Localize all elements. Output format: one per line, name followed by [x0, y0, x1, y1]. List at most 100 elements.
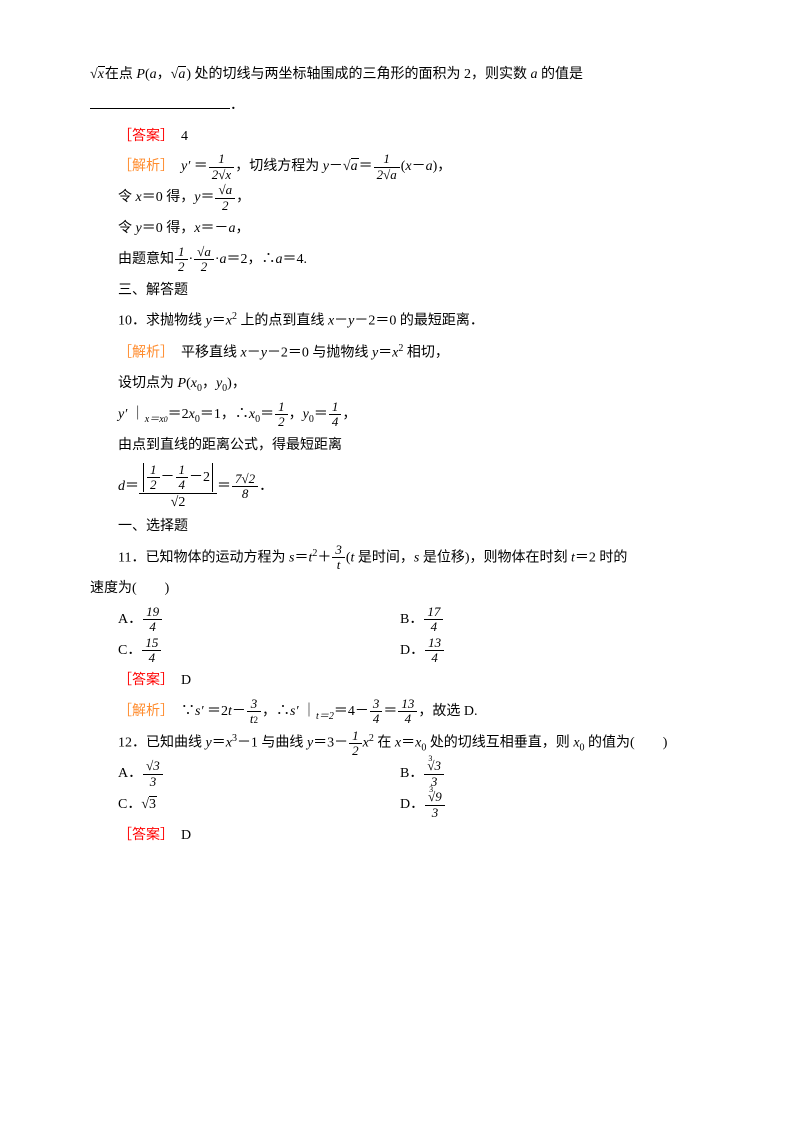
eq: ＝ — [200, 190, 214, 205]
text: 相切， — [403, 346, 449, 361]
q12-choice-d: D．3√93 — [400, 790, 710, 821]
text: ＝3－ — [313, 736, 348, 751]
frac-sqrta-2b: √a2 — [194, 245, 214, 275]
frac-sqrta-2: √a2 — [215, 183, 235, 213]
yprime: y′ — [181, 159, 190, 174]
section-3-header: 三、解答题 — [90, 276, 710, 307]
q12-choices-row2: C．√3 D．3√93 — [90, 790, 710, 821]
text: )， — [433, 159, 452, 174]
analysis-label: ［解析］ — [118, 346, 167, 361]
q11-choices-row1: A．194 B．174 — [90, 605, 710, 636]
text: 是位移)，则物体在时刻 — [419, 550, 571, 565]
text: )， — [227, 376, 246, 391]
text: 在 — [374, 736, 395, 751]
eq: ＝ — [401, 736, 415, 751]
text: 由题意知 — [118, 252, 174, 267]
minus: － — [334, 314, 348, 329]
answer-value: D — [181, 673, 191, 688]
q9-answer: ［答案］ 4 — [90, 122, 710, 153]
frac-1-2sqrtx: 12√x — [209, 152, 234, 182]
num: 17 — [424, 605, 443, 620]
text: 12．已知曲线 — [118, 736, 206, 751]
q11-choice-b: B．174 — [400, 605, 710, 636]
num: 19 — [143, 605, 162, 620]
frac-7sqrt2-8: 7√28 — [232, 472, 258, 502]
q12-choices-row1: A．√33 B．3√33 — [90, 759, 710, 790]
q10-analysis-2: 设切点为 P(x0，y0)， — [90, 369, 710, 400]
text: 10．求抛物线 — [118, 314, 206, 329]
opt-label: A． — [118, 766, 142, 781]
var-a: a — [150, 67, 157, 82]
eq: ＝ — [212, 736, 226, 751]
frac-half-c: 12 — [349, 729, 362, 759]
comma: ， — [202, 376, 216, 391]
answer-value: 4 — [181, 129, 188, 144]
eq: ＝ — [212, 314, 226, 329]
frac-half: 12 — [175, 245, 188, 275]
plus: ＋ — [317, 550, 331, 565]
q11-analysis: ［解析］ ∵s′ ＝2t－3t2，∴s′ ｜t＝2＝4－34＝134，故选 D. — [90, 697, 710, 728]
var-a: a — [531, 67, 538, 82]
period: ． — [259, 479, 273, 494]
q12-stem: 12．已知曲线 y＝x3－1 与曲线 y＝3－12x2 在 x＝x0 处的切线互… — [90, 728, 710, 759]
text: ＝4. — [282, 252, 307, 267]
q9-let-x0: 令 x＝0 得，y＝√a2， — [90, 183, 710, 214]
text: －2＝0 的最短距离． — [354, 314, 484, 329]
answer-value: D — [181, 828, 191, 843]
q10-analysis-5: d＝12－14－2√2＝7√28． — [90, 462, 710, 512]
opt-label: D． — [400, 643, 424, 658]
q12-choice-b: B．3√33 — [400, 759, 710, 790]
text: －2＝0 与抛物线 — [267, 346, 372, 361]
q12-answer: ［答案］ D — [90, 821, 710, 852]
q10-stem: 10．求抛物线 y＝x2 上的点到直线 x－y－2＝0 的最短距离． — [90, 306, 710, 337]
analysis-label: ［解析］ — [118, 159, 167, 174]
text: ＝2，∴ — [226, 252, 275, 267]
text: ＝0 得， — [142, 190, 195, 205]
den: 4 — [142, 651, 161, 665]
q9-intro: √x在点 P(a，√a) 处的切线与两坐标轴围成的三角形的面积为 2，则实数 a… — [90, 60, 710, 91]
eq: ＝ — [125, 479, 139, 494]
text: 令 — [118, 221, 136, 236]
frac-1-2sqrta: 12√a — [374, 152, 400, 182]
text: 设切点为 — [118, 376, 178, 391]
answer-label: ［答案］ — [118, 828, 167, 843]
den: 4 — [425, 651, 444, 665]
text: ＝2 时的 — [575, 550, 628, 565]
q11-choice-a: A．194 — [90, 605, 400, 636]
frac-3-t2: 3t2 — [247, 697, 261, 727]
q11-choices-row2: C．154 D．134 — [90, 636, 710, 667]
sqrt-x: x — [98, 66, 105, 82]
var-d: d — [118, 479, 125, 494]
opt-label: C． — [118, 643, 141, 658]
eq: ＝ — [378, 346, 392, 361]
q11-choice-c: C．154 — [90, 636, 400, 667]
var-P: P — [178, 376, 187, 391]
text: 处的切线互相垂直，则 — [426, 736, 573, 751]
text: －1 与曲线 — [237, 736, 307, 751]
text: ＝0 得， — [142, 221, 195, 236]
frac-quarter: 14 — [329, 400, 342, 430]
text: 在点 — [105, 67, 137, 82]
opt-label: C． — [118, 797, 141, 812]
text: 上的点到直线 — [237, 314, 328, 329]
q11-answer: ［答案］ D — [90, 666, 710, 697]
q9-let-y0: 令 y＝0 得，x＝－a， — [90, 214, 710, 245]
den: 4 — [143, 620, 162, 634]
opt-label: B． — [400, 612, 423, 627]
minus: － — [247, 346, 261, 361]
comma: ， — [236, 190, 250, 205]
den: 4 — [424, 620, 443, 634]
text: 11．已知物体的运动方程为 — [118, 550, 289, 565]
comma: ， — [235, 221, 249, 236]
var-a: a — [426, 159, 433, 174]
frac-3-t: 3t — [332, 543, 345, 573]
text: 令 — [118, 190, 136, 205]
answer-label: ［答案］ — [118, 129, 167, 144]
minus: － — [329, 159, 343, 174]
frac-3-4: 34 — [370, 697, 383, 727]
period: ． — [230, 98, 244, 113]
big-frac-d: 12－14－2√2 — [139, 462, 217, 512]
minus: － — [412, 159, 426, 174]
opt-label: D． — [400, 797, 424, 812]
q11-stem-2: 速度为( ) — [90, 574, 710, 605]
